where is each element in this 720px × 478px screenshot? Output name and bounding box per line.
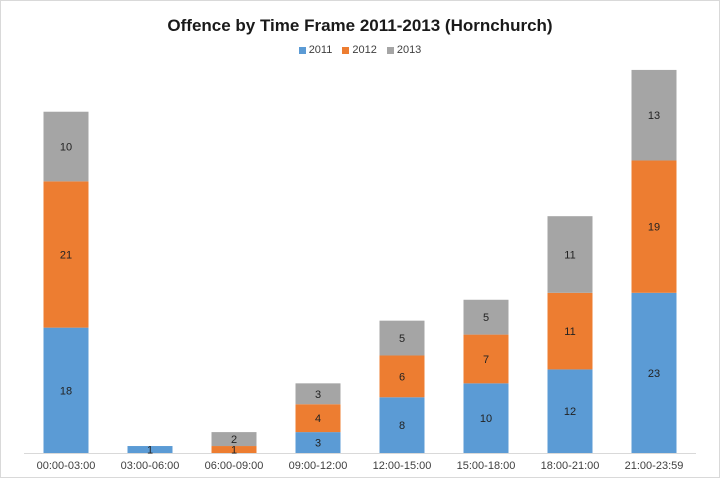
- data-label-2012-15:00-18:00: 7: [483, 354, 489, 366]
- x-tick-label-09:00-12:00: 09:00-12:00: [289, 460, 348, 472]
- legend-swatch-2012: [342, 46, 350, 54]
- data-label-2011-09:00-12:00: 3: [315, 438, 321, 450]
- legend: 2011 2012 2013: [0, 44, 720, 56]
- data-label-2011-12:00-15:00: 8: [399, 420, 405, 432]
- bar-2011-15:00-18:00: [463, 383, 509, 453]
- bar-2012-21:00-23:59: [631, 160, 677, 293]
- data-label-2013-09:00-12:00: 3: [315, 389, 321, 401]
- bar-2012-18:00-21:00: [547, 292, 593, 370]
- data-label-2012-12:00-15:00: 6: [399, 371, 405, 383]
- legend-swatch-2011: [298, 46, 306, 54]
- x-tick-label-00:00-03:00: 00:00-03:00: [37, 460, 96, 472]
- legend-item-2013: 2013: [386, 44, 422, 56]
- bar-2012-06:00-09:00: [211, 446, 257, 453]
- x-tick-label-03:00-06:00: 03:00-06:00: [121, 460, 180, 472]
- data-label-2011-21:00-23:59: 23: [648, 368, 660, 380]
- data-label-2012-09:00-12:00: 4: [315, 413, 321, 425]
- bar-2011-12:00-15:00: [379, 397, 425, 453]
- data-label-2012-00:00-03:00: 21: [60, 250, 72, 262]
- x-tick-label-21:00-23:59: 21:00-23:59: [625, 460, 684, 472]
- bar-2013-12:00-15:00: [379, 320, 425, 356]
- bar-2011-00:00-03:00: [43, 327, 89, 453]
- bar-2013-06:00-09:00: [211, 432, 257, 447]
- bar-2012-00:00-03:00: [43, 181, 89, 328]
- bar-2011-03:00-06:00: [127, 446, 173, 453]
- data-label-2013-12:00-15:00: 5: [399, 333, 405, 345]
- data-label-2011-03:00-06:00: 1: [147, 445, 153, 457]
- bar-2013-00:00-03:00: [43, 111, 89, 182]
- legend-label-2012: 2012: [352, 44, 377, 56]
- bar-2013-15:00-18:00: [463, 299, 509, 335]
- data-label-2011-18:00-21:00: 12: [564, 406, 576, 418]
- data-label-2012-21:00-23:59: 19: [648, 222, 660, 234]
- bar-2011-21:00-23:59: [631, 292, 677, 453]
- legend-item-2012: 2012: [342, 44, 377, 56]
- bar-2012-12:00-15:00: [379, 355, 425, 398]
- bar-2012-15:00-18:00: [463, 334, 509, 384]
- chart-title: Offence by Time Frame 2011-2013 (Hornchu…: [167, 16, 553, 35]
- data-label-2012-18:00-21:00: 11: [564, 326, 575, 338]
- data-label-2011-00:00-03:00: 18: [60, 385, 72, 397]
- x-tick-label-18:00-21:00: 18:00-21:00: [541, 460, 600, 472]
- legend-swatch-2013: [386, 46, 394, 54]
- data-label-2013-15:00-18:00: 5: [483, 312, 489, 324]
- bar-2013-09:00-12:00: [295, 383, 341, 405]
- bar-2011-18:00-21:00: [547, 369, 593, 453]
- bar-2011-09:00-12:00: [295, 432, 341, 453]
- x-tick-label-06:00-09:00: 06:00-09:00: [205, 460, 264, 472]
- x-tick-label-12:00-15:00: 12:00-15:00: [373, 460, 432, 472]
- data-label-2013-06:00-09:00: 2: [231, 434, 237, 446]
- x-tick-label-15:00-18:00: 15:00-18:00: [457, 460, 516, 472]
- legend-label-2013: 2013: [396, 44, 422, 56]
- data-label-2011-15:00-18:00: 10: [480, 413, 492, 425]
- legend-label-2011: 2011: [308, 44, 333, 56]
- data-label-2013-00:00-03:00: 10: [60, 142, 72, 154]
- data-label-2012-06:00-09:00: 1: [231, 445, 237, 457]
- bar-2013-18:00-21:00: [547, 216, 593, 293]
- bar-2013-21:00-23:59: [631, 69, 677, 161]
- bar-2012-09:00-12:00: [295, 404, 341, 433]
- legend-item-2011: 2011: [298, 44, 333, 56]
- data-label-2013-18:00-21:00: 11: [564, 250, 575, 262]
- data-label-2013-21:00-23:59: 13: [648, 110, 660, 122]
